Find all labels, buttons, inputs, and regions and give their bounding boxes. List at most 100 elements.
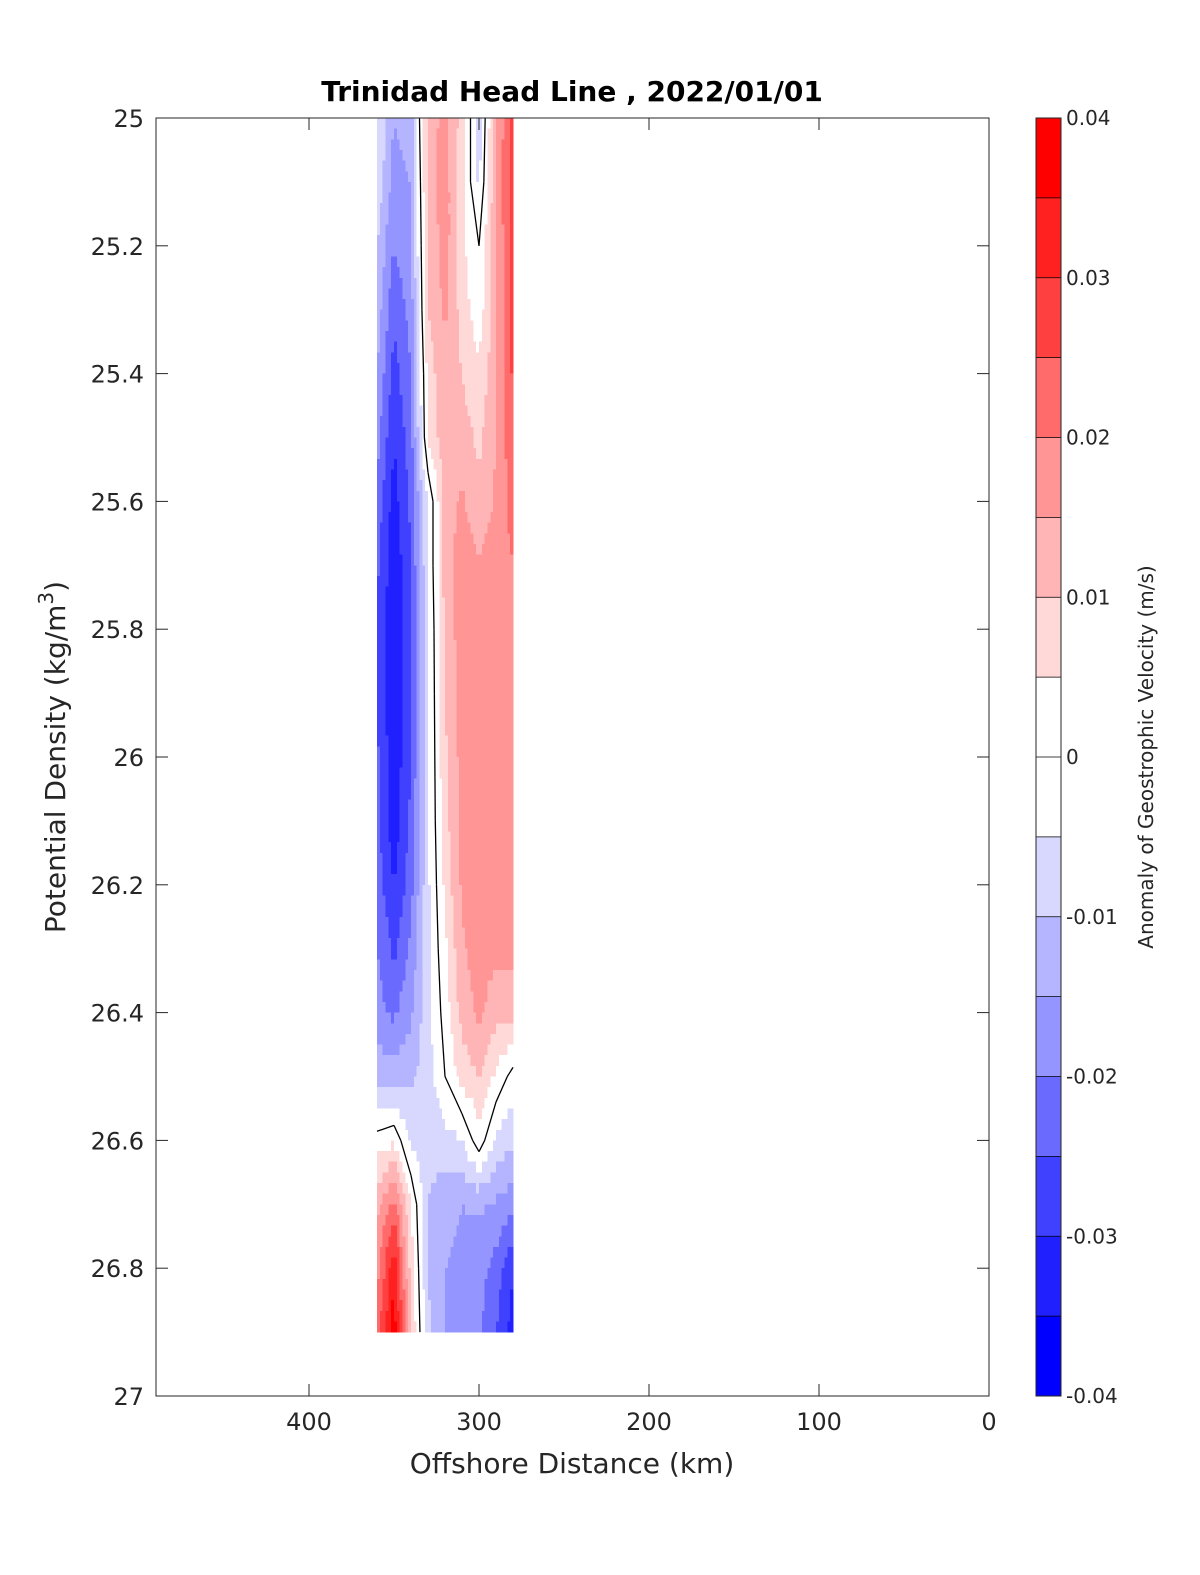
contour-cell bbox=[436, 1033, 440, 1045]
contour-cell bbox=[501, 1044, 505, 1056]
contour-cell bbox=[416, 1172, 420, 1184]
contour-cell bbox=[445, 160, 449, 172]
contour-cell bbox=[405, 1204, 409, 1216]
contour-cell bbox=[442, 203, 446, 215]
contour-cell bbox=[456, 863, 460, 875]
contour-cell bbox=[399, 725, 403, 737]
contour-cell bbox=[382, 757, 386, 769]
contour-cell bbox=[501, 149, 505, 161]
contour-cell bbox=[402, 1119, 406, 1131]
contour-cell bbox=[453, 778, 457, 790]
contour-cell bbox=[445, 831, 449, 843]
contour-cell bbox=[504, 810, 508, 822]
contour-cell bbox=[484, 618, 488, 630]
contour-cell bbox=[419, 597, 423, 609]
contour-cell bbox=[411, 416, 415, 428]
contour-cell bbox=[445, 575, 449, 587]
contour-cell bbox=[379, 405, 384, 417]
contour-cell bbox=[498, 256, 503, 268]
contour-cell bbox=[379, 458, 384, 470]
contour-cell bbox=[433, 607, 437, 619]
contour-cell bbox=[382, 799, 386, 811]
contour-cell bbox=[382, 607, 386, 619]
contour-cell bbox=[504, 767, 508, 779]
contour-cell bbox=[484, 1023, 488, 1035]
contour-cell bbox=[507, 341, 511, 353]
contour-cell bbox=[411, 693, 415, 705]
contour-cell bbox=[399, 778, 403, 790]
contour-cell bbox=[501, 703, 505, 715]
contour-cell bbox=[425, 778, 429, 790]
contour-cell bbox=[419, 1225, 423, 1237]
contour-cell bbox=[447, 810, 452, 822]
contour-cell bbox=[467, 341, 471, 353]
contour-cell bbox=[453, 959, 457, 971]
contour-cell bbox=[445, 309, 449, 321]
contour-cell bbox=[447, 682, 452, 694]
contour-cell bbox=[479, 394, 483, 406]
contour-cell bbox=[445, 735, 449, 747]
contour-cell bbox=[408, 469, 412, 481]
contour-cell bbox=[476, 1151, 480, 1163]
contour-cell bbox=[385, 331, 389, 343]
contour-cell bbox=[479, 299, 483, 311]
contour-cell bbox=[450, 1161, 454, 1173]
contour-cell bbox=[391, 544, 395, 556]
contour-cell bbox=[408, 139, 412, 151]
contour-cell bbox=[408, 597, 412, 609]
contour-cell bbox=[382, 501, 386, 513]
contour-cell bbox=[464, 884, 469, 896]
contour-cell bbox=[391, 362, 395, 374]
contour-cell bbox=[476, 735, 480, 747]
contour-cell bbox=[413, 203, 418, 215]
contour-cell bbox=[439, 799, 443, 811]
contour-cell bbox=[510, 650, 514, 662]
contour-cell bbox=[428, 735, 432, 747]
contour-cell bbox=[399, 394, 403, 406]
contour-cell bbox=[396, 394, 401, 406]
contour-cell bbox=[487, 895, 491, 907]
contour-cell bbox=[473, 458, 477, 470]
contour-cell bbox=[439, 948, 443, 960]
contour-cell bbox=[425, 629, 429, 641]
contour-cell bbox=[501, 416, 505, 428]
contour-cell bbox=[464, 618, 469, 630]
contour-cell bbox=[439, 831, 443, 843]
contour-cell bbox=[464, 373, 469, 385]
contour-cell bbox=[476, 1108, 480, 1120]
contour-cell bbox=[484, 586, 488, 598]
contour-cell bbox=[379, 735, 384, 747]
contour-cell bbox=[462, 1097, 466, 1109]
contour-cell bbox=[399, 757, 403, 769]
contour-cell bbox=[450, 1108, 454, 1120]
contour-cell bbox=[396, 458, 401, 470]
contour-cell bbox=[396, 757, 401, 769]
contour-cell bbox=[479, 842, 483, 854]
contour-cell bbox=[416, 554, 420, 566]
contour-cell bbox=[456, 544, 460, 556]
contour-cell bbox=[484, 128, 488, 140]
contour-cell bbox=[510, 906, 514, 918]
contour-cell bbox=[498, 277, 503, 289]
contour-cell bbox=[411, 512, 415, 524]
contour-cell bbox=[445, 661, 449, 673]
contour-cell bbox=[487, 831, 491, 843]
contour-cell bbox=[453, 725, 457, 737]
contour-cell bbox=[450, 394, 454, 406]
contour-cell bbox=[476, 842, 480, 854]
contour-cell bbox=[428, 437, 432, 449]
contour-cell bbox=[462, 1001, 466, 1013]
contour-cell bbox=[467, 1161, 471, 1173]
contour-cell bbox=[388, 341, 392, 353]
contour-cell bbox=[422, 746, 426, 758]
contour-cell bbox=[385, 661, 389, 673]
contour-cell bbox=[464, 895, 469, 907]
contour-cell bbox=[411, 597, 415, 609]
contour-cell bbox=[436, 661, 440, 673]
contour-cell bbox=[473, 469, 477, 481]
contour-cell bbox=[496, 544, 500, 556]
contour-cell bbox=[510, 448, 514, 460]
contour-cell bbox=[405, 1097, 409, 1109]
contour-cell bbox=[391, 629, 395, 641]
contour-cell bbox=[394, 1225, 398, 1237]
